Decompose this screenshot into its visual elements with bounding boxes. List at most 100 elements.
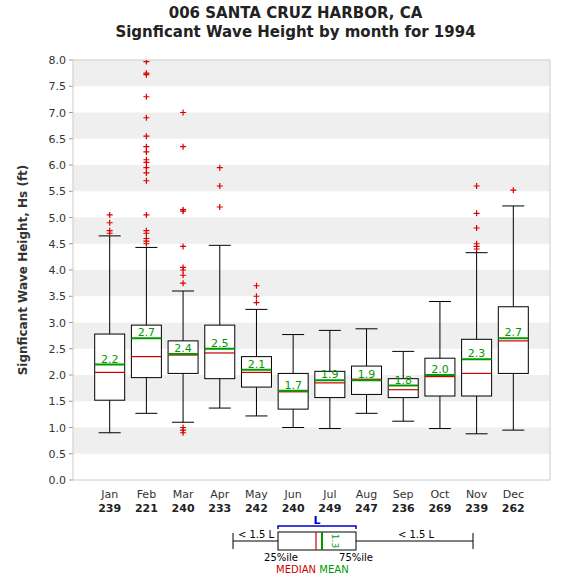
outlier xyxy=(510,187,516,193)
x-tick-label: Dec xyxy=(503,488,524,501)
y-tick-label: 4.5 xyxy=(49,238,67,251)
count-label: 239 xyxy=(465,502,488,515)
subtitle: Signficant Wave Height by month for 1994 xyxy=(115,23,475,41)
y-tick xyxy=(69,427,73,428)
y-tick-label: 6.0 xyxy=(49,159,67,172)
median xyxy=(315,382,345,383)
whisker-cap xyxy=(429,301,451,302)
grid-band xyxy=(73,60,550,86)
outlier xyxy=(180,144,186,150)
outlier xyxy=(180,267,186,273)
grid-band xyxy=(73,218,550,244)
whisker-high xyxy=(293,335,294,374)
whisker-cap xyxy=(502,430,524,431)
whisker-cap xyxy=(356,328,378,329)
whisker-cap xyxy=(356,413,378,414)
y-tick-label: 8.0 xyxy=(49,54,67,67)
whisker-low xyxy=(109,400,110,433)
whisker-cap xyxy=(429,428,451,429)
whisker-cap xyxy=(392,351,414,352)
key-length-label: L xyxy=(313,514,320,527)
whisker-low xyxy=(439,396,440,429)
median xyxy=(95,372,125,373)
x-tick-label: Oct xyxy=(430,488,450,501)
y-tick-label: 6.5 xyxy=(49,133,67,146)
whisker-high xyxy=(439,302,440,359)
grid-band xyxy=(73,270,550,296)
y-tick-label: 5.0 xyxy=(49,212,67,225)
y-tick xyxy=(69,453,73,454)
box xyxy=(241,357,271,387)
outlier xyxy=(217,165,223,171)
outlier xyxy=(143,60,149,65)
whisker-low xyxy=(256,387,257,416)
count-label: 233 xyxy=(208,502,231,515)
whisker-cap xyxy=(172,422,194,423)
whisker-low xyxy=(293,409,294,427)
key-median-label: MEDIAN xyxy=(276,564,316,575)
whisker-low xyxy=(366,394,367,413)
whisker-cap xyxy=(282,334,304,335)
x-tick-label: Jan xyxy=(100,488,118,501)
x-tick-label: Aug xyxy=(356,488,377,501)
box xyxy=(352,366,382,394)
marks xyxy=(95,60,529,436)
outlier xyxy=(180,208,186,214)
y-tick xyxy=(69,480,73,481)
median xyxy=(241,372,271,373)
x-tick-label: Apr xyxy=(210,488,230,501)
y-tick-label: 4.0 xyxy=(49,264,67,277)
key-whisker xyxy=(233,541,278,542)
outlier xyxy=(253,283,259,289)
box xyxy=(168,341,198,374)
x-tick-label: Feb xyxy=(137,488,156,501)
whisker-high xyxy=(329,330,330,371)
y-axis-label: Signficant Wave Height, Hs (ft) xyxy=(16,165,30,376)
count-label: 242 xyxy=(245,502,268,515)
outlier xyxy=(474,225,480,231)
y-tick xyxy=(69,322,73,323)
whisker-low xyxy=(403,398,404,422)
median xyxy=(462,373,492,374)
key-q3-label: 75%ile xyxy=(339,552,373,563)
key-mean-value: 1.3 xyxy=(330,534,340,548)
x-tick-label: Jul xyxy=(322,488,336,501)
key-median xyxy=(315,532,316,550)
mean-label: 2.3 xyxy=(468,347,486,360)
whisker-high xyxy=(183,291,184,341)
whisker-high xyxy=(513,206,514,307)
whisker-cap xyxy=(172,291,194,292)
y-tick-label: 3.5 xyxy=(49,290,67,303)
median xyxy=(131,356,161,357)
plot-frame xyxy=(73,60,550,480)
mean-label: 2.0 xyxy=(431,363,449,376)
whisker-cap xyxy=(209,408,231,409)
y-tick xyxy=(69,112,73,113)
whisker-cap xyxy=(245,415,267,416)
outlier xyxy=(143,94,149,100)
y-tick-label: 2.0 xyxy=(49,369,67,382)
box xyxy=(205,325,235,379)
whisker-cap xyxy=(99,432,121,433)
y-tick xyxy=(69,138,73,139)
y-tick-label: 2.5 xyxy=(49,343,67,356)
y-tick-label: 1.5 xyxy=(49,395,67,408)
whisker-high xyxy=(256,309,257,356)
grid-band xyxy=(73,113,550,139)
y-tick xyxy=(69,296,73,297)
outlier xyxy=(143,212,149,218)
y-tick xyxy=(69,348,73,349)
whisker-low xyxy=(329,398,330,429)
count-label: 221 xyxy=(135,502,158,515)
whisker-cap xyxy=(466,433,488,434)
x-tick-label: Nov xyxy=(466,488,488,501)
outlier xyxy=(143,165,149,171)
median xyxy=(425,376,455,377)
outlier xyxy=(143,144,149,150)
box xyxy=(425,358,455,396)
whisker-cap xyxy=(282,427,304,428)
y-tick xyxy=(69,401,73,402)
outlier xyxy=(217,204,223,210)
whisker-cap xyxy=(466,252,488,253)
count-label: 240 xyxy=(172,502,195,515)
